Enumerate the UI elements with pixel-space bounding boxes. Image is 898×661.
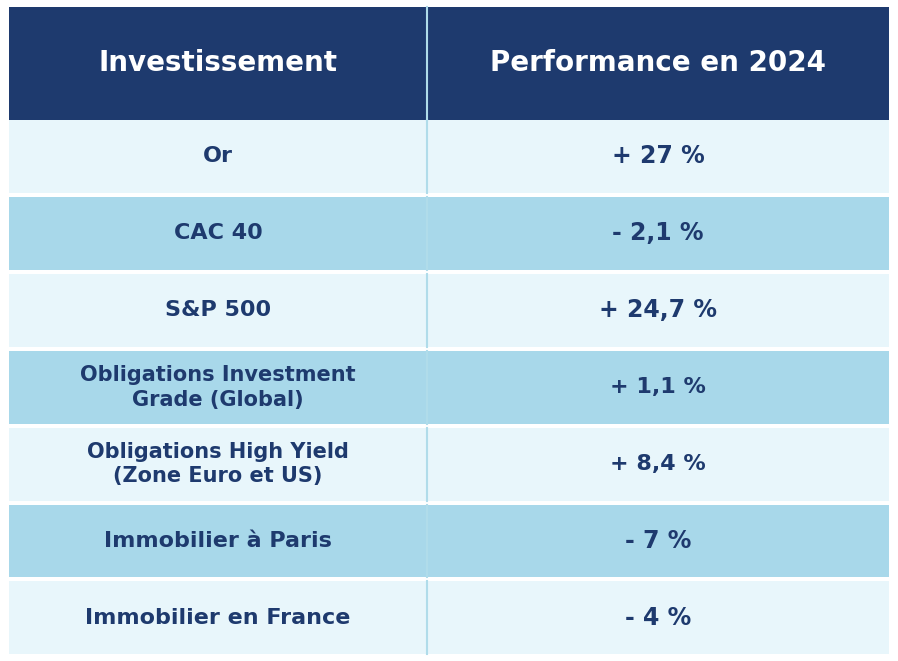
Bar [9,7,889,120]
Bar [9,274,889,347]
Text: Obligations Investment
Grade (Global): Obligations Investment Grade (Global) [80,365,356,410]
Bar [9,197,889,270]
Bar [9,428,889,500]
Text: Immobilier à Paris: Immobilier à Paris [104,531,332,551]
Text: + 27 %: + 27 % [612,145,704,169]
Bar [9,120,889,193]
Text: Investissement: Investissement [99,50,338,77]
Text: Obligations High Yield
(Zone Euro et US): Obligations High Yield (Zone Euro et US) [87,442,349,486]
Bar [9,351,889,424]
Bar [9,582,889,654]
Text: S&P 500: S&P 500 [165,300,271,321]
Text: + 8,4 %: + 8,4 % [610,454,706,474]
Text: - 2,1 %: - 2,1 % [612,221,704,245]
Text: Or: Or [203,147,233,167]
Text: - 7 %: - 7 % [625,529,691,553]
Bar [9,504,889,578]
Text: + 24,7 %: + 24,7 % [599,298,717,323]
Text: - 4 %: - 4 % [625,606,691,630]
Text: CAC 40: CAC 40 [173,223,262,243]
Text: Performance en 2024: Performance en 2024 [490,50,826,77]
Text: + 1,1 %: + 1,1 % [610,377,706,397]
Text: Immobilier en France: Immobilier en France [85,608,351,628]
